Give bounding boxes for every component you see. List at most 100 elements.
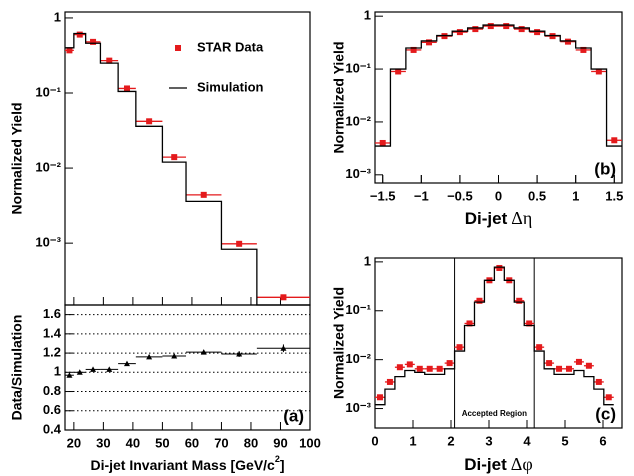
data-point (171, 154, 178, 161)
ratio-point (280, 345, 287, 351)
legend-label: STAR Data (197, 39, 264, 54)
ratio-point (66, 372, 73, 378)
ratio-point (123, 360, 130, 367)
panel-label: (c) (595, 404, 616, 423)
x-tick-label: 50 (155, 435, 169, 450)
data-point (106, 57, 113, 64)
data-point (436, 365, 443, 372)
x-tick-label: 40 (126, 435, 140, 450)
simulation-line (375, 24, 622, 147)
x-tick-label: 30 (96, 435, 110, 450)
legend-label: Simulation (197, 79, 264, 94)
data-point (379, 139, 386, 146)
y-axis-label: Normalized Yield (331, 287, 347, 399)
x-axis-label: Di-jet Δφ (464, 454, 532, 474)
data-point (426, 365, 433, 372)
x-tick-label: −0.5 (447, 188, 473, 203)
y-tick-label: 0.6 (43, 402, 61, 417)
data-point (503, 23, 510, 30)
x-tick-label: 0 (371, 433, 378, 448)
y-tick-label: 10⁻³ (345, 166, 371, 181)
y-tick-label: 1.4 (43, 325, 62, 340)
y-tick-label: 10⁻³ (35, 235, 61, 250)
x-tick-label: 2 (447, 433, 454, 448)
y-tick-label: 1 (364, 8, 371, 23)
x-tick-label: −1 (414, 188, 429, 203)
x-tick-label: 70 (214, 435, 228, 450)
data-point (526, 320, 533, 327)
y-tick-label: 1 (54, 364, 61, 379)
x-tick-label: 3 (485, 433, 492, 448)
data-point (565, 365, 572, 372)
x-axis-label-symbol: Δφ (511, 454, 533, 474)
y-tick-label: 1 (54, 9, 61, 24)
y-tick-label: 10⁻² (345, 351, 371, 366)
y-tick-label: 1 (364, 253, 371, 268)
x-tick-label: 1.5 (605, 188, 623, 203)
region-label: Accepted Region (462, 409, 527, 418)
data-point (456, 344, 463, 351)
x-axis-label: Di-jet Δη (465, 208, 533, 228)
ratio-point (76, 369, 83, 375)
ratio-point (146, 353, 153, 360)
panel-label: (a) (283, 406, 304, 425)
x-tick-label: 20 (67, 435, 81, 450)
x-axis-label-sup: 2 (275, 454, 280, 464)
panel-label: (b) (594, 159, 616, 178)
data-point (396, 364, 403, 371)
x-tick-label: 0.5 (528, 188, 546, 203)
y-tick-label: 10⁻² (345, 113, 371, 128)
data-point (416, 365, 423, 372)
data-point (466, 320, 473, 327)
data-point (90, 38, 97, 45)
data-point (575, 358, 582, 365)
data-point (200, 191, 207, 198)
x-tick-label: 0 (495, 188, 502, 203)
x-tick-label: 1 (572, 188, 579, 203)
ratio-point (171, 352, 178, 359)
x-tick-label: 80 (244, 435, 258, 450)
y-tick-label: 10⁻¹ (345, 60, 371, 75)
y-axis-label: Data/Simulation (9, 315, 25, 421)
frame (64, 304, 311, 431)
data-point (536, 344, 543, 351)
data-point (410, 46, 417, 53)
data-point (595, 378, 602, 385)
data-point (496, 264, 503, 271)
y-axis-label: Normalized Yield (331, 41, 347, 153)
data-point (376, 394, 383, 401)
data-point (487, 23, 494, 30)
x-tick-label: 5 (561, 433, 568, 448)
simulation-line (65, 32, 310, 306)
data-point (66, 47, 73, 54)
data-point (280, 294, 287, 301)
data-point (546, 360, 553, 367)
data-point (611, 137, 618, 144)
y-axis-label: Normalized Yield (9, 102, 25, 214)
data-point (605, 394, 612, 401)
x-axis-label-text: Di-jet (465, 209, 508, 228)
data-point (564, 38, 571, 45)
x-tick-label: 4 (523, 433, 531, 448)
x-axis-label: Di-jet Invariant Mass [GeV/c2] (90, 454, 284, 472)
x-tick-label: 90 (273, 435, 287, 450)
y-tick-label: 10⁻¹ (345, 302, 371, 317)
data-point (406, 361, 413, 368)
data-point (595, 68, 602, 75)
data-point (534, 29, 541, 36)
data-point (395, 68, 402, 75)
frame (374, 11, 623, 184)
ratio-point (236, 351, 243, 357)
data-point (580, 46, 587, 53)
ratio-point (90, 366, 97, 372)
y-tick-label: 1.6 (43, 306, 61, 321)
frame (64, 11, 311, 306)
data-point (476, 297, 483, 304)
data-point (146, 118, 153, 125)
data-point (446, 360, 453, 367)
y-tick-label: 10⁻³ (345, 400, 371, 415)
data-point (516, 297, 523, 304)
data-point (456, 29, 463, 36)
simulation-line (375, 266, 614, 406)
x-tick-label: 1 (409, 433, 416, 448)
